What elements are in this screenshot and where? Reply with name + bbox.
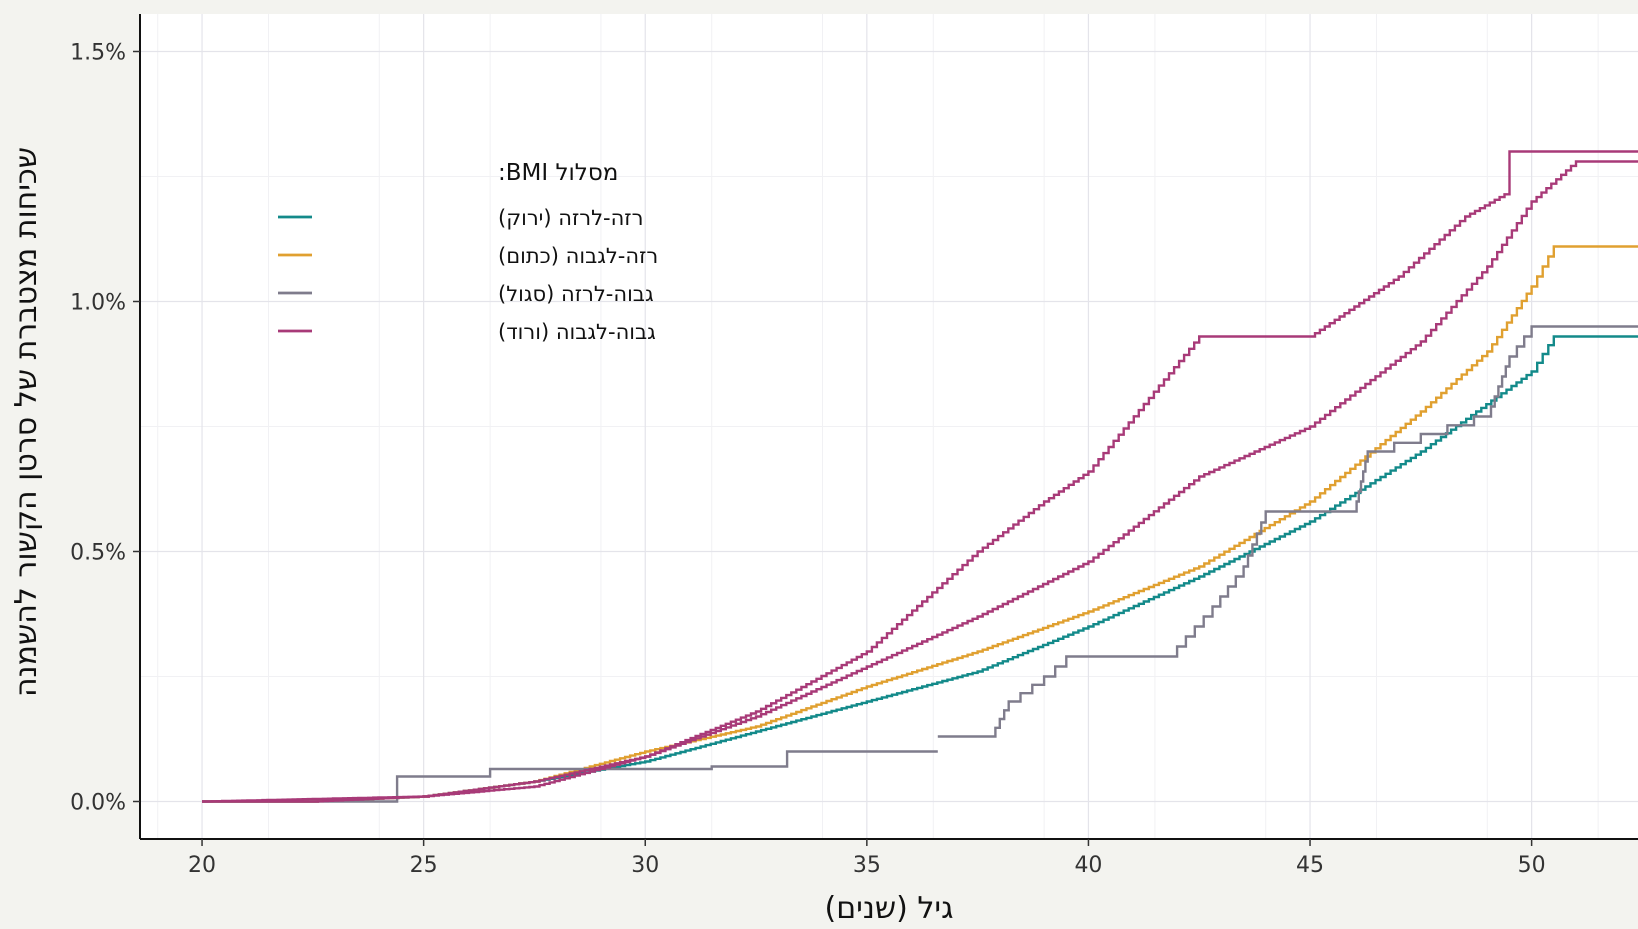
x-tick-label: 40	[1074, 853, 1102, 878]
x-tick-label: 50	[1518, 853, 1546, 878]
x-axis-title: גיל (שנים)	[825, 891, 954, 926]
legend-label: רזה-לגבוה (כתום)	[498, 244, 658, 268]
x-tick-label: 20	[188, 853, 216, 878]
legend-title: מסלול BMI:	[498, 160, 618, 186]
y-ticks: 0.0% 0.5% 1.0% 1.5%	[70, 41, 140, 816]
grid	[140, 14, 1638, 839]
series-line-4-1	[202, 160, 1638, 803]
y-tick-label: 0.5%	[70, 541, 126, 566]
x-tick-label: 45	[1296, 853, 1324, 878]
y-tick-label: 0.0%	[70, 791, 126, 816]
legend: מסלול BMI: רזה-לרזה (ירוק) רזה-לגבוה (כתו…	[278, 160, 658, 344]
x-tick-label: 35	[853, 853, 881, 878]
y-axis-title: שכיחות מצטברת של סרטן הקשור להשמנה	[9, 147, 44, 697]
y-tick-label: 1.5%	[70, 41, 126, 66]
series-line-3-2	[937, 325, 1638, 738]
x-tick-label: 25	[410, 853, 438, 878]
series-line-4-2	[202, 150, 1638, 803]
x-tick-label: 30	[631, 853, 659, 878]
legend-label: גבוה-לרזה (סגול)	[498, 282, 654, 306]
x-ticks: 20 25 30 35 40 45 50	[188, 839, 1546, 878]
series-group	[202, 150, 1638, 803]
legend-label: גבוה-לגבוה (ורוד)	[498, 320, 656, 344]
y-tick-label: 1.0%	[70, 291, 126, 316]
legend-label: רזה-לרזה (ירוק)	[498, 206, 643, 230]
